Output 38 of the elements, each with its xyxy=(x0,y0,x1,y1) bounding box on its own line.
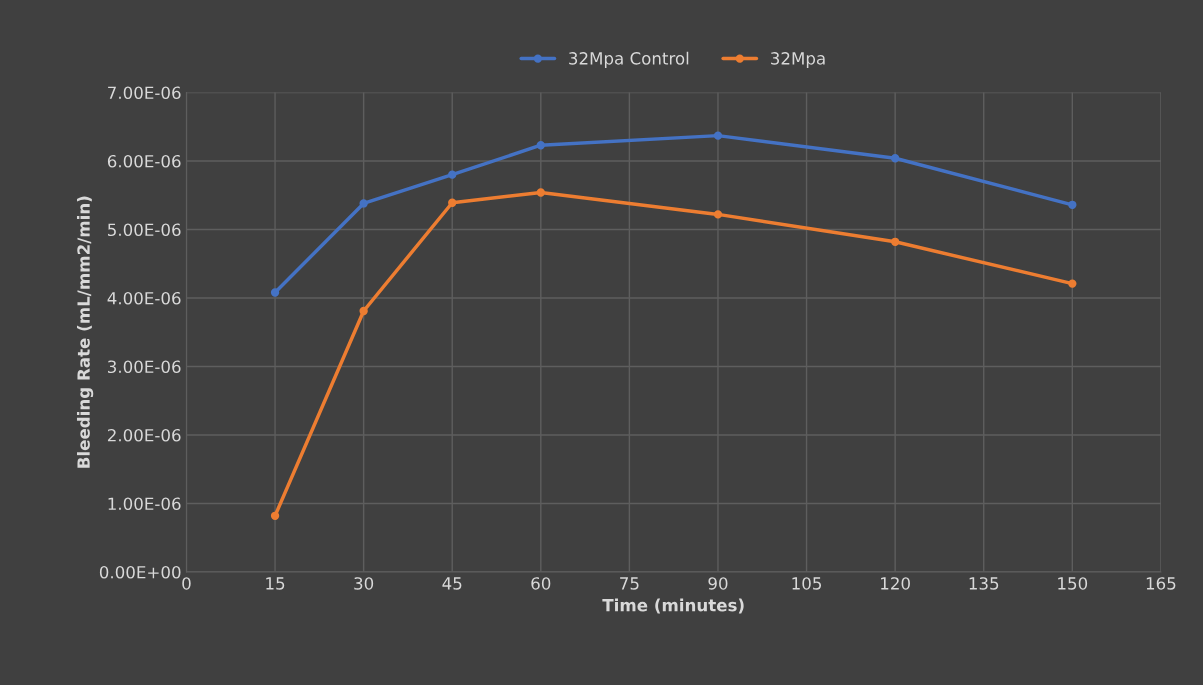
x-tick-label: 150 xyxy=(1058,577,1088,590)
point xyxy=(713,131,723,140)
point xyxy=(713,210,723,219)
x-tick-label: 120 xyxy=(881,577,910,590)
point xyxy=(270,288,280,297)
y-tick-label: 7.00E-06 xyxy=(108,86,181,100)
x-tick-label: 15 xyxy=(266,577,285,590)
x-axis-title: Time (minutes) xyxy=(602,598,744,614)
x-tick-label: 60 xyxy=(531,577,551,590)
x-tick-label: 135 xyxy=(969,577,999,590)
point xyxy=(359,306,368,316)
point xyxy=(1068,200,1077,209)
point xyxy=(1068,279,1077,288)
x-tick-label: 45 xyxy=(442,577,462,590)
point xyxy=(448,170,457,179)
y-tick-label: 1.00E-06 xyxy=(108,497,181,511)
point xyxy=(890,237,900,246)
legend-label: 32Mpa xyxy=(771,52,825,68)
point xyxy=(270,511,280,520)
x-tick-label: 165 xyxy=(1146,577,1176,590)
y-tick-label: 3.00E-06 xyxy=(108,360,181,374)
y-tick-label: 5.00E-06 xyxy=(108,223,181,237)
y-tick-label: 4.00E-06 xyxy=(107,291,181,305)
y-tick-label: 6.00E-06 xyxy=(107,154,181,168)
x-tick-label: 105 xyxy=(792,577,822,590)
point xyxy=(359,199,368,208)
x-tick-label: 75 xyxy=(620,577,639,590)
y-tick-label: 0.00E+00 xyxy=(99,565,181,579)
point xyxy=(536,188,545,197)
legend-label: 32Mpa Control xyxy=(569,51,689,68)
point xyxy=(448,198,457,207)
point xyxy=(536,141,545,150)
point xyxy=(890,154,900,163)
y-tick-label: 2.00E-06 xyxy=(107,428,181,442)
x-tick-label: 30 xyxy=(354,577,374,590)
y-axis-title: Bleeding Rate (mL/mm2/min) xyxy=(76,196,94,468)
x-tick-label: 90 xyxy=(708,577,728,590)
x-tick-label: 0 xyxy=(182,577,191,590)
